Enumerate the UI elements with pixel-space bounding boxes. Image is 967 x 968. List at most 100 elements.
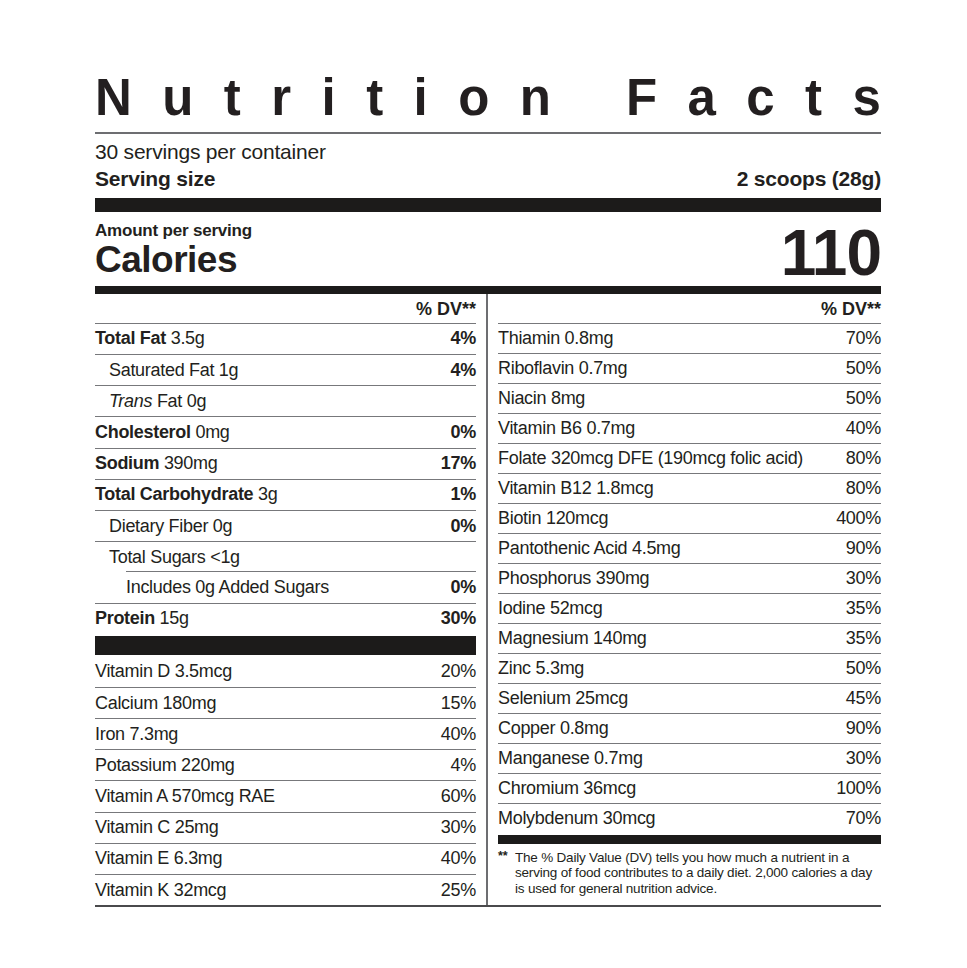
- nutrient-name: Vitamin E 6.3mg: [95, 848, 222, 869]
- nutrient-row: Total Fat 3.5g 4%: [95, 324, 476, 355]
- nutrient-row: Vitamin C 25mg30%: [95, 813, 476, 844]
- nutrient-name: Chromium 36mcg: [498, 778, 636, 799]
- nutrient-dv-value: 40%: [435, 724, 476, 745]
- nutrient-row: Iodine 52mcg35%: [498, 594, 881, 624]
- nutrient-dv-value: 70%: [840, 328, 881, 349]
- nutrient-row: Total Sugars <1g: [95, 542, 476, 572]
- nutrient-dv-value: 30%: [435, 608, 476, 629]
- nutrient-name: Potassium 220mg: [95, 755, 235, 776]
- nutrient-dv-value: 1%: [445, 484, 476, 505]
- nutrient-name: Molybdenum 30mcg: [498, 808, 655, 829]
- vitamin-rows-left: Vitamin D 3.5mcg 20% Calcium 180mg 15% Iron …: [95, 657, 476, 906]
- nutrient-row: Cholesterol 0mg0%: [95, 417, 476, 448]
- nutrient-name: Calcium 180mg: [95, 693, 216, 714]
- thick-separator-bar-top: [95, 198, 881, 212]
- calories-section: Amount per serving Calories 110: [95, 212, 881, 286]
- thick-separator-bar-left: [95, 636, 476, 655]
- vitamin-rows-right: Thiamin 0.8mg70%Riboflavin 0.7mg50%Niaci…: [498, 324, 881, 833]
- calories-label: Calories: [95, 241, 252, 280]
- nutrient-dv-value: 60%: [435, 786, 476, 807]
- amount-per-serving-label: Amount per serving: [95, 221, 252, 241]
- nutrient-dv-value: 40%: [840, 418, 881, 439]
- nutrient-name: Dietary Fiber 0g: [109, 516, 232, 537]
- nutrient-columns: % DV** Total Fat 3.5g 4% Saturated Fat 1g 4…: [95, 294, 881, 907]
- macro-rows: Total Fat 3.5g 4% Saturated Fat 1g 4% Trans …: [95, 324, 476, 634]
- serving-size-value: 2 scoops (28g): [737, 167, 881, 191]
- nutrient-dv-value: 0%: [445, 516, 476, 537]
- nutrient-row: Vitamin D 3.5mcg 20%: [95, 657, 476, 688]
- nutrient-dv-value: 15%: [435, 693, 476, 714]
- nutrient-name: Cholesterol 0mg: [95, 422, 230, 443]
- nutrient-dv-value: 20%: [435, 661, 476, 682]
- nutrient-row: Vitamin E 6.3mg 40%: [95, 844, 476, 875]
- nutrient-row: Biotin 120mcg400%: [498, 504, 881, 534]
- nutrient-name: Manganese 0.7mg: [498, 748, 643, 769]
- nutrient-row: Total Carbohydrate 3g 1%: [95, 480, 476, 511]
- serving-size-row: Serving size 2 scoops (28g): [95, 167, 881, 191]
- nutrient-row: Molybdenum 30mcg70%: [498, 804, 881, 833]
- nutrient-name: Includes 0g Added Sugars: [126, 577, 329, 598]
- nutrient-row: Saturated Fat 1g 4%: [95, 355, 476, 386]
- nutrient-row: Niacin 8mg 50%: [498, 384, 881, 414]
- nutrient-name: Thiamin 0.8mg: [498, 328, 613, 349]
- thick-separator-bar-right: [498, 835, 881, 844]
- nutrient-name: Niacin 8mg: [498, 388, 585, 409]
- nutrient-name: Iron 7.3mg: [95, 724, 178, 745]
- nutrient-row: Sodium 390mg17%: [95, 449, 476, 480]
- nutrient-name: Trans Fat 0g: [109, 391, 206, 412]
- servings-per-container: 30 servings per container: [95, 140, 881, 164]
- nutrient-dv-value: 50%: [840, 388, 881, 409]
- nutrient-name: Vitamin A 570mcg RAE: [95, 786, 275, 807]
- nutrient-dv-value: 100%: [830, 778, 881, 799]
- nutrient-dv-value: 80%: [840, 448, 881, 469]
- nutrient-name: Sodium 390mg: [95, 453, 217, 474]
- nutrient-row: Protein 15g30%: [95, 604, 476, 634]
- nutrient-dv-value: 50%: [840, 358, 881, 379]
- nutrient-dv-value: 40%: [435, 848, 476, 869]
- nutrition-facts-title: Nutrition Facts: [95, 72, 881, 134]
- nutrient-row: Copper 0.8mg90%: [498, 714, 881, 744]
- nutrient-row: Trans Fat 0g: [95, 386, 476, 417]
- nutrient-dv-value: 30%: [435, 817, 476, 838]
- nutrient-name: Copper 0.8mg: [498, 718, 608, 739]
- nutrient-dv-value: 4%: [445, 328, 476, 349]
- nutrient-dv-value: 25%: [435, 880, 476, 901]
- nutrient-row: Vitamin A 570mcg RAE 60%: [95, 781, 476, 812]
- right-column: % DV** Thiamin 0.8mg 70% Riboflavin 0.7mg5…: [488, 294, 881, 905]
- nutrient-name: Selenium 25mcg: [498, 688, 628, 709]
- footnote-marker: **: [498, 849, 507, 865]
- nutrient-name: Total Fat 3.5g: [95, 328, 205, 349]
- nutrient-name: Total Carbohydrate 3g: [95, 484, 277, 505]
- dv-header-left: % DV**: [95, 294, 476, 324]
- nutrient-row: Calcium 180mg 15%: [95, 688, 476, 719]
- nutrient-name: Zinc 5.3mg: [498, 658, 584, 679]
- nutrient-row: Pantothenic Acid 4.5mg90%: [498, 534, 881, 564]
- nutrient-name: Magnesium 140mg: [498, 628, 647, 649]
- nutrient-row: Includes 0g Added Sugars 0%: [95, 572, 476, 603]
- nutrient-name: Folate 320mcg DFE (190mcg folic acid): [498, 448, 803, 469]
- calories-block: Amount per serving Calories: [95, 221, 252, 280]
- nutrient-row: Chromium 36mcg 100%: [498, 774, 881, 804]
- nutrient-dv-value: 400%: [830, 508, 881, 529]
- nutrient-name: Iodine 52mcg: [498, 598, 602, 619]
- nutrient-name: Vitamin B12 1.8mcg: [498, 478, 653, 499]
- nutrient-name: Vitamin D 3.5mcg: [95, 661, 232, 682]
- nutrient-name: Vitamin B6 0.7mg: [498, 418, 635, 439]
- nutrient-dv-value: 90%: [840, 538, 881, 559]
- nutrient-row: Phosphorus 390mg30%: [498, 564, 881, 594]
- nutrient-dv-value: 50%: [840, 658, 881, 679]
- nutrient-dv-value: 30%: [840, 568, 881, 589]
- daily-value-footnote: ** The % Daily Value (DV) tells you how …: [498, 844, 881, 904]
- nutrient-row: Iron 7.3mg 40%: [95, 719, 476, 750]
- nutrient-row: Riboflavin 0.7mg50%: [498, 354, 881, 384]
- nutrient-name: Vitamin K 32mcg: [95, 880, 226, 901]
- nutrient-dv-value: 4%: [445, 360, 476, 381]
- nutrient-name: Saturated Fat 1g: [109, 360, 238, 381]
- nutrient-dv-value: 80%: [840, 478, 881, 499]
- serving-size-label: Serving size: [95, 167, 215, 191]
- nutrient-row: Folate 320mcg DFE (190mcg folic acid) 80%: [498, 444, 881, 474]
- nutrient-name: Total Sugars <1g: [109, 547, 240, 568]
- dv-header-right: % DV**: [498, 294, 881, 324]
- nutrient-dv-value: 0%: [445, 577, 476, 598]
- nutrient-row: Manganese 0.7mg30%: [498, 744, 881, 774]
